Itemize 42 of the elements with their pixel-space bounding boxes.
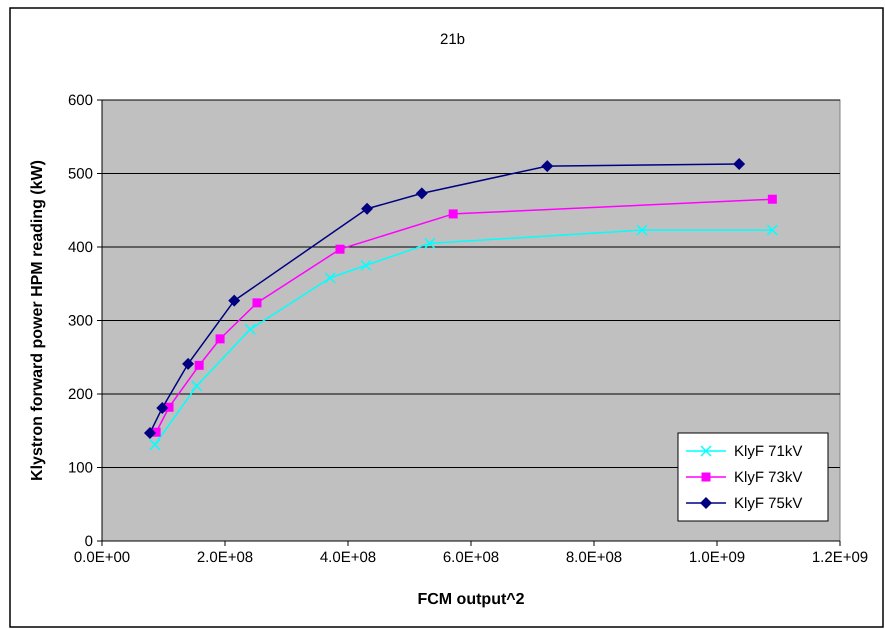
y-tick-label: 600 — [68, 92, 93, 109]
x-tick-label: 1.2E+09 — [812, 549, 868, 566]
point — [768, 194, 777, 204]
chart-title: 21b — [440, 31, 466, 48]
point — [182, 358, 194, 370]
y-tick-label: 200 — [68, 386, 93, 403]
x-tick-label: 0.0E+00 — [74, 549, 130, 566]
point — [228, 294, 240, 307]
legend-label: KlyF 73kV — [734, 469, 802, 486]
point — [144, 426, 156, 439]
point — [252, 298, 262, 308]
point — [541, 160, 554, 172]
legend-label: KlyF 75kV — [734, 495, 802, 512]
x-tick-label: 4.0E+08 — [320, 549, 376, 566]
point — [360, 260, 372, 272]
x-tick-label: 1.0E+09 — [688, 549, 746, 566]
y-tick-label: 0 — [84, 533, 93, 550]
point — [244, 324, 256, 336]
y-tick-label: 400 — [68, 239, 93, 256]
x-tick-label: 8.0E+08 — [566, 549, 622, 566]
x-axis-title: FCM output^2 — [417, 591, 525, 608]
point — [636, 224, 648, 236]
point — [733, 158, 746, 170]
point — [361, 202, 374, 215]
legend-label: KlyF 71kV — [734, 443, 802, 460]
y-axis-title: Klystron forward power HPM reading (kW) — [29, 160, 46, 481]
point — [149, 438, 161, 450]
point — [156, 402, 168, 414]
point — [424, 238, 436, 250]
x-tick-label: 2.0E+08 — [196, 549, 254, 566]
point — [324, 272, 336, 284]
y-tick-label: 500 — [68, 166, 93, 182]
x-tick-label: 6.0E+08 — [442, 549, 500, 566]
point — [190, 380, 202, 392]
point — [336, 244, 345, 254]
point — [216, 334, 225, 344]
y-tick-label: 100 — [68, 460, 93, 476]
point — [416, 187, 428, 200]
point — [448, 209, 458, 218]
y-tick-label: 300 — [68, 312, 93, 330]
point — [766, 224, 778, 236]
point — [194, 360, 204, 370]
